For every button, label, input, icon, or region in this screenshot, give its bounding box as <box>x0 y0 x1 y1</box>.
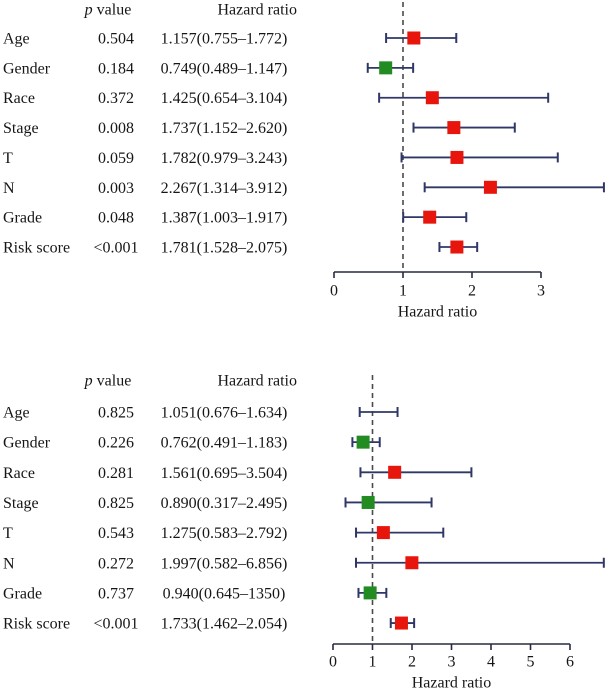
hazard-ratio-cell: 1.387(1.003–1.917) <box>161 210 288 227</box>
forest-row-label: Grade <box>3 210 42 227</box>
hr-column-header: Hazard ratio <box>217 2 297 19</box>
hr-square <box>450 150 464 164</box>
hazard-ratio-cell: 1.051(0.676–1.634) <box>161 405 288 422</box>
forest-row-label: Age <box>3 31 30 48</box>
p-value-cell: 0.226 <box>98 435 134 452</box>
forest-row-label: Risk score <box>3 616 70 633</box>
hr-square <box>450 240 464 254</box>
x-tick-label: 2 <box>468 283 476 300</box>
p-value-cell: 0.008 <box>98 120 134 137</box>
p-value-cell: 0.737 <box>98 585 134 602</box>
p-value-cell: 0.048 <box>98 210 134 227</box>
forest-panel-univariate-top: p value <box>84 2 605 278</box>
hr-square <box>407 31 421 45</box>
x-tick-label: 0 <box>329 654 337 671</box>
x-tick-label: 1 <box>399 283 407 300</box>
hr-square <box>423 210 437 224</box>
p-value-cell: 0.184 <box>98 60 134 77</box>
hr-square <box>356 435 370 449</box>
p-value-cell: 0.504 <box>98 31 134 48</box>
hazard-ratio-cell: 2.267(1.314–3.912) <box>161 180 288 197</box>
p-column-header: p value <box>84 373 132 390</box>
hr-square <box>363 586 377 600</box>
x-tick-label: 6 <box>566 654 574 671</box>
hazard-ratio-cell: 0.940(0.645–1350) <box>163 585 286 602</box>
p-column-header: p value <box>84 2 132 19</box>
x-tick-label: 5 <box>527 654 535 671</box>
hazard-ratio-cell: 0.749(0.489–1.147) <box>161 60 288 77</box>
forest-row-label: N <box>3 555 15 572</box>
p-value-cell: 0.059 <box>98 150 134 167</box>
forest-row-label: T <box>3 525 13 542</box>
x-tick-label: 0 <box>330 283 338 300</box>
hr-square <box>405 556 419 570</box>
forest-row-label: N <box>3 180 15 197</box>
p-value-cell: <0.001 <box>93 240 138 257</box>
hr-square <box>447 121 461 135</box>
hr-column-header: Hazard ratio <box>217 373 297 390</box>
hr-square <box>379 61 393 75</box>
p-value-cell: 0.281 <box>98 465 134 482</box>
hr-square <box>388 465 402 479</box>
hazard-ratio-cell: 1.275(0.583–2.792) <box>161 525 288 542</box>
p-value-cell: <0.001 <box>93 616 138 633</box>
hazard-ratio-cell: 1.737(1.152–2.620) <box>161 120 288 137</box>
x-tick-label: 1 <box>369 654 377 671</box>
forest-row-label: Risk score <box>3 240 70 257</box>
x-tick-label: 3 <box>537 283 545 300</box>
hazard-ratio-cell: 0.890(0.317–2.495) <box>161 495 288 512</box>
hr-square <box>425 91 439 105</box>
hazard-ratio-cell: 1.561(0.695–3.504) <box>161 465 288 482</box>
forest-row-label: Stage <box>3 495 39 512</box>
forest-row-label: Gender <box>3 435 51 452</box>
p-value-cell: 0.003 <box>98 180 134 197</box>
x-tick-label: 3 <box>448 654 456 671</box>
p-value-cell: 0.372 <box>98 90 134 107</box>
hr-square <box>361 495 375 509</box>
forest-panel-multivariate-bottom: p value <box>84 373 605 650</box>
p-value-cell: 0.825 <box>98 405 134 422</box>
x-axis-label: Hazard ratio <box>412 675 492 692</box>
x-tick-label: 2 <box>408 654 416 671</box>
hazard-ratio-cell: 1.157(0.755–1.772) <box>161 31 288 48</box>
forest-row-label: Race <box>3 90 35 107</box>
hazard-ratio-cell: 1.997(0.582–6.856) <box>161 555 288 572</box>
hazard-ratio-cell: 1.781(1.528–2.075) <box>161 240 288 257</box>
hazard-ratio-cell: 1.425(0.654–3.104) <box>161 90 288 107</box>
hazard-ratio-cell: 1.733(1.462–2.054) <box>161 616 288 633</box>
forest-row-label: Race <box>3 465 35 482</box>
forest-row-label: T <box>3 150 13 167</box>
forest-row-label: Stage <box>3 120 39 137</box>
hr-square <box>483 180 497 194</box>
hr-square <box>394 616 408 630</box>
forest-row-label: Gender <box>3 60 51 77</box>
p-value-cell: 0.825 <box>98 495 134 512</box>
forest-row-label: Grade <box>3 585 42 602</box>
hazard-ratio-cell: 1.782(0.979–3.243) <box>161 150 288 167</box>
forest-row-label: Age <box>3 405 30 422</box>
hazard-ratio-cell: 0.762(0.491–1.183) <box>161 435 288 452</box>
hr-square <box>376 526 390 540</box>
p-value-cell: 0.272 <box>98 555 134 572</box>
p-value-cell: 0.543 <box>98 525 134 542</box>
x-axis-label: Hazard ratio <box>398 304 478 321</box>
x-tick-label: 4 <box>487 654 495 671</box>
